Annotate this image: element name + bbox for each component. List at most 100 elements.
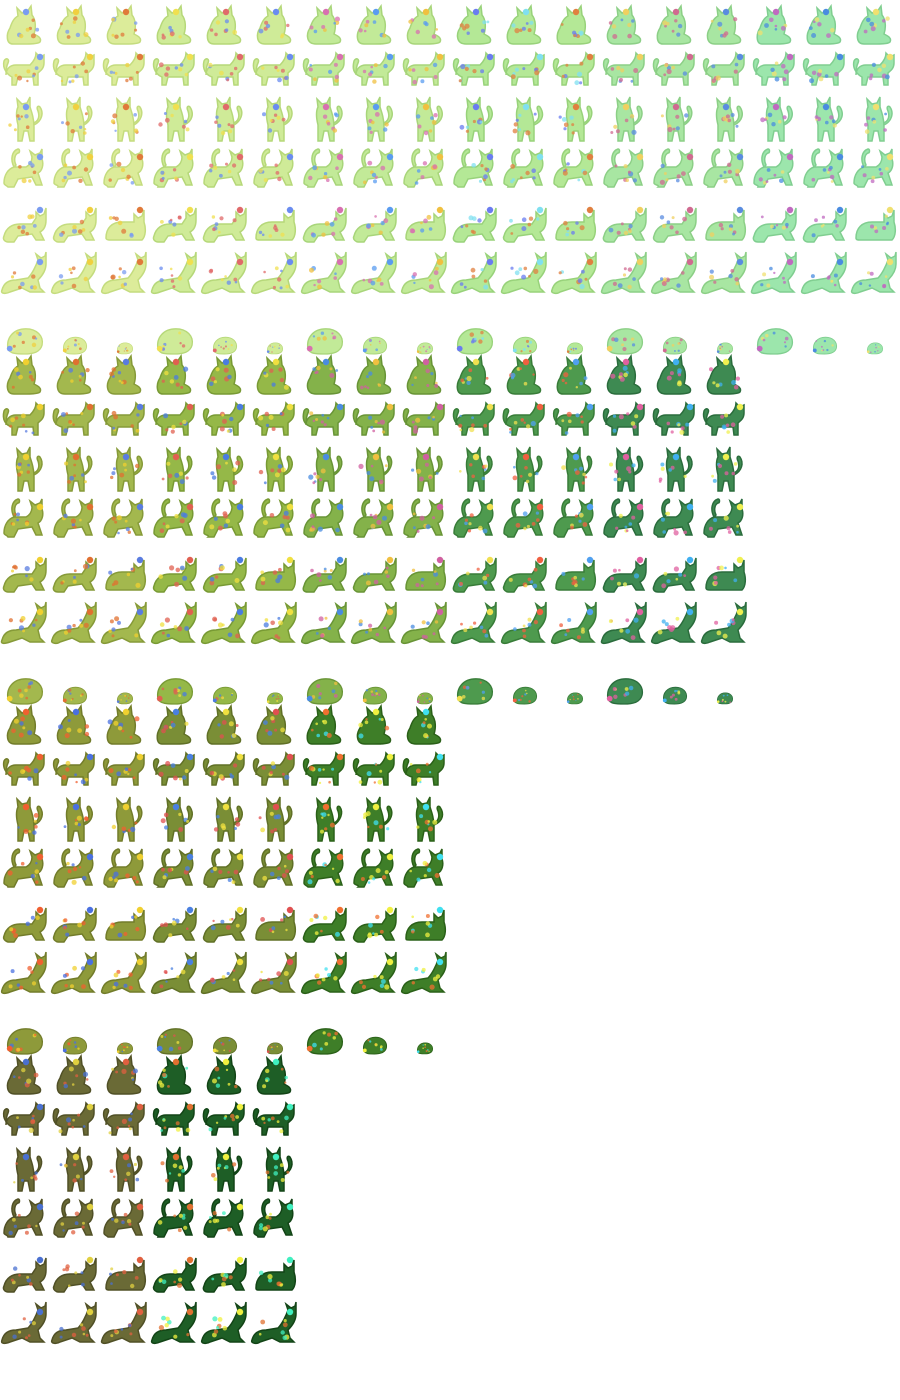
cat-spot — [882, 19, 886, 23]
cat-head-marker — [512, 698, 517, 703]
cat-body — [656, 3, 692, 45]
cat-spot — [261, 233, 265, 237]
cat-spot — [363, 180, 367, 185]
cat-spot — [270, 1116, 275, 1121]
cat-spot — [428, 826, 433, 832]
cat-spot — [610, 67, 615, 71]
cat-sprite — [300, 198, 350, 248]
cat-head-marker — [116, 700, 120, 703]
cat-spot — [781, 225, 786, 230]
cat-spot — [471, 423, 475, 427]
cat-sprite — [0, 495, 50, 545]
cat-spot — [71, 266, 76, 271]
cat-head-marker — [486, 403, 494, 411]
cat-sprite — [200, 548, 250, 598]
cat-sprite-graphic — [456, 353, 492, 395]
cat-spot — [360, 385, 364, 390]
cat-sprite-graphic — [2, 401, 45, 436]
cat-head-marker — [736, 403, 744, 411]
cat-head-marker — [586, 153, 594, 161]
cat-head-marker — [86, 1256, 94, 1264]
cat-spot — [74, 773, 77, 777]
cat-sprite — [150, 1300, 200, 1350]
cat-body — [15, 796, 43, 842]
cat-spot — [380, 1048, 383, 1051]
cat-spot — [329, 822, 335, 828]
cat-head-marker — [386, 503, 394, 511]
cat-spot — [34, 1171, 38, 1175]
cat-sprite-graphic — [558, 96, 593, 142]
cat-spot — [575, 221, 579, 225]
cat-spot — [533, 112, 537, 116]
cat-spot — [13, 1224, 17, 1228]
cat-head-marker — [186, 503, 194, 511]
cat-head-marker — [72, 1058, 80, 1066]
cat-head-marker — [686, 206, 694, 214]
cat-body — [662, 336, 688, 355]
cat-spot — [82, 1071, 89, 1077]
cat-sprite-graphic — [706, 3, 742, 45]
cat-spot — [720, 414, 725, 419]
cat-body — [703, 148, 744, 188]
cat-spot — [833, 219, 838, 224]
cat-spot — [178, 777, 182, 781]
cat-spot — [269, 980, 274, 985]
cat-head-marker — [306, 1045, 313, 1052]
cat-body — [306, 353, 342, 395]
cat-body — [115, 96, 143, 142]
cat-spot — [435, 28, 438, 31]
cat-spot — [528, 216, 534, 221]
cat-body — [403, 148, 444, 188]
cat-spot — [210, 869, 214, 873]
cat-sprite-graphic — [459, 446, 493, 492]
cat-spot — [114, 216, 119, 221]
cat-spot — [480, 28, 485, 33]
cat-spot — [214, 575, 219, 579]
cat-sprite-graphic — [6, 703, 42, 745]
cat-spot — [221, 1042, 225, 1046]
cat-spot — [16, 331, 20, 335]
cat-spot — [669, 371, 674, 376]
cat-head-marker — [86, 258, 94, 266]
cat-spot — [260, 576, 266, 582]
cat-head-marker — [136, 1203, 144, 1211]
cat-head-marker — [186, 958, 194, 966]
cat-body — [0, 951, 47, 995]
cat-head-marker — [186, 1103, 194, 1111]
cat-spot — [11, 728, 16, 734]
cat-sprite — [350, 700, 400, 750]
cat-sprite-graphic — [256, 353, 292, 395]
cat-body — [6, 353, 42, 395]
cat-spot — [318, 579, 322, 582]
cat-spot — [121, 826, 127, 832]
cat-head-marker — [236, 1103, 244, 1111]
cat-head-marker — [236, 403, 244, 411]
cat-spot — [313, 472, 317, 476]
cat-spot — [320, 633, 325, 638]
cat-body — [350, 601, 397, 645]
cat-spot — [379, 419, 385, 425]
cat-spot — [522, 511, 528, 517]
cat-head-marker — [86, 1103, 94, 1111]
cat-spot — [373, 820, 379, 826]
cat-sprite — [550, 445, 600, 495]
cat-spot — [220, 919, 225, 924]
cat-spot — [634, 414, 639, 419]
cat-spot — [15, 1162, 18, 1165]
cat-sprite — [300, 395, 350, 445]
cat-head-marker — [36, 958, 44, 966]
cat-spot — [334, 272, 337, 275]
cat-head-marker — [636, 503, 644, 511]
cat-body — [812, 336, 838, 355]
cat-spot — [126, 1219, 132, 1224]
cat-spot — [309, 25, 314, 30]
cat-sprite-graphic — [356, 353, 392, 395]
cat-body — [6, 1053, 42, 1095]
cat-spot — [267, 977, 271, 981]
cat-spot — [18, 285, 22, 290]
cat-spot — [33, 813, 39, 818]
cat-sprite-graphic — [556, 3, 592, 45]
cat-spot — [782, 115, 787, 120]
cat-head-marker — [236, 958, 244, 966]
cat-spot — [67, 1122, 71, 1126]
